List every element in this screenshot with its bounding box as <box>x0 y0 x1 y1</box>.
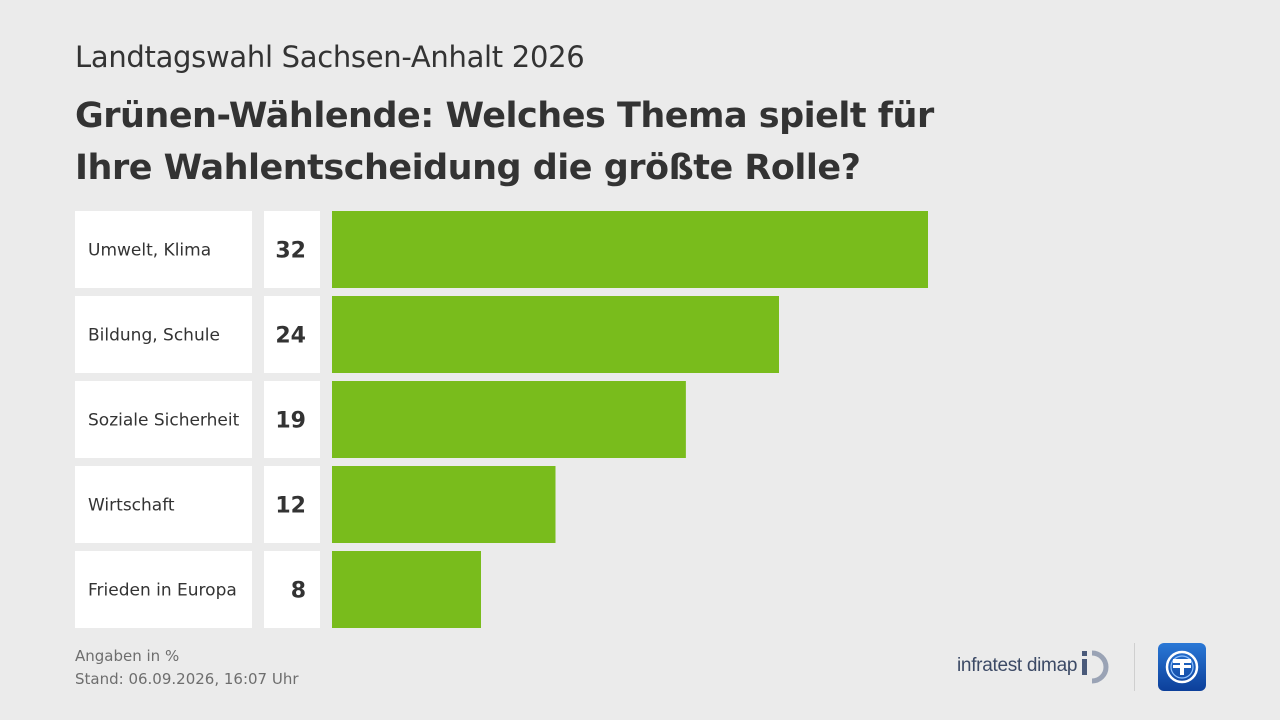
infratest-dimap-logo-icon <box>1082 650 1109 684</box>
category-label-box <box>75 466 252 543</box>
value-label-box <box>264 551 320 628</box>
category-label-box <box>75 211 252 288</box>
brand-name: infratest dimap <box>957 655 1078 676</box>
value-label: 12 <box>275 494 306 519</box>
value-label: 8 <box>291 579 306 604</box>
category-label: Umwelt, Klima <box>88 241 211 261</box>
ard-logo-icon <box>1158 643 1206 691</box>
category-label: Soziale Sicherheit <box>88 411 240 431</box>
category-label-box <box>75 381 252 458</box>
bar-chart: Umwelt, Klima 32 Bildung, Schule 24 Soziale … <box>75 211 928 628</box>
logo-divider <box>1134 643 1135 691</box>
bar <box>332 211 928 288</box>
category-label-box <box>75 296 252 373</box>
value-label: 24 <box>275 324 306 349</box>
value-label-box <box>264 296 320 373</box>
bar-row: Umwelt, Klima 32 <box>75 211 928 288</box>
timestamp: Stand: 06.09.2026, 16:07 Uhr <box>75 670 299 688</box>
bar-row: Soziale Sicherheit 19 <box>75 381 686 458</box>
bar <box>332 551 481 628</box>
value-label-box <box>264 381 320 458</box>
bar <box>332 466 556 543</box>
value-label-box <box>264 211 320 288</box>
category-label: Bildung, Schule <box>88 326 220 346</box>
bar-row: Wirtschaft 12 <box>75 466 556 543</box>
bar <box>332 381 686 458</box>
chart-title: Grünen-Wählende: Welches Thema spielt fü… <box>75 96 934 188</box>
bar-row: Bildung, Schule 24 <box>75 296 779 373</box>
chart-subtitle: Landtagswahl Sachsen-Anhalt 2026 <box>75 40 585 74</box>
category-label: Wirtschaft <box>88 496 175 516</box>
category-label-box <box>75 551 252 628</box>
unit-note: Angaben in % <box>75 647 180 665</box>
value-label: 32 <box>275 239 306 264</box>
bar-row: Frieden in Europa 8 <box>75 551 481 628</box>
value-label: 19 <box>275 409 306 434</box>
bar <box>332 296 779 373</box>
category-label: Frieden in Europa <box>88 581 237 601</box>
value-label-box <box>264 466 320 543</box>
